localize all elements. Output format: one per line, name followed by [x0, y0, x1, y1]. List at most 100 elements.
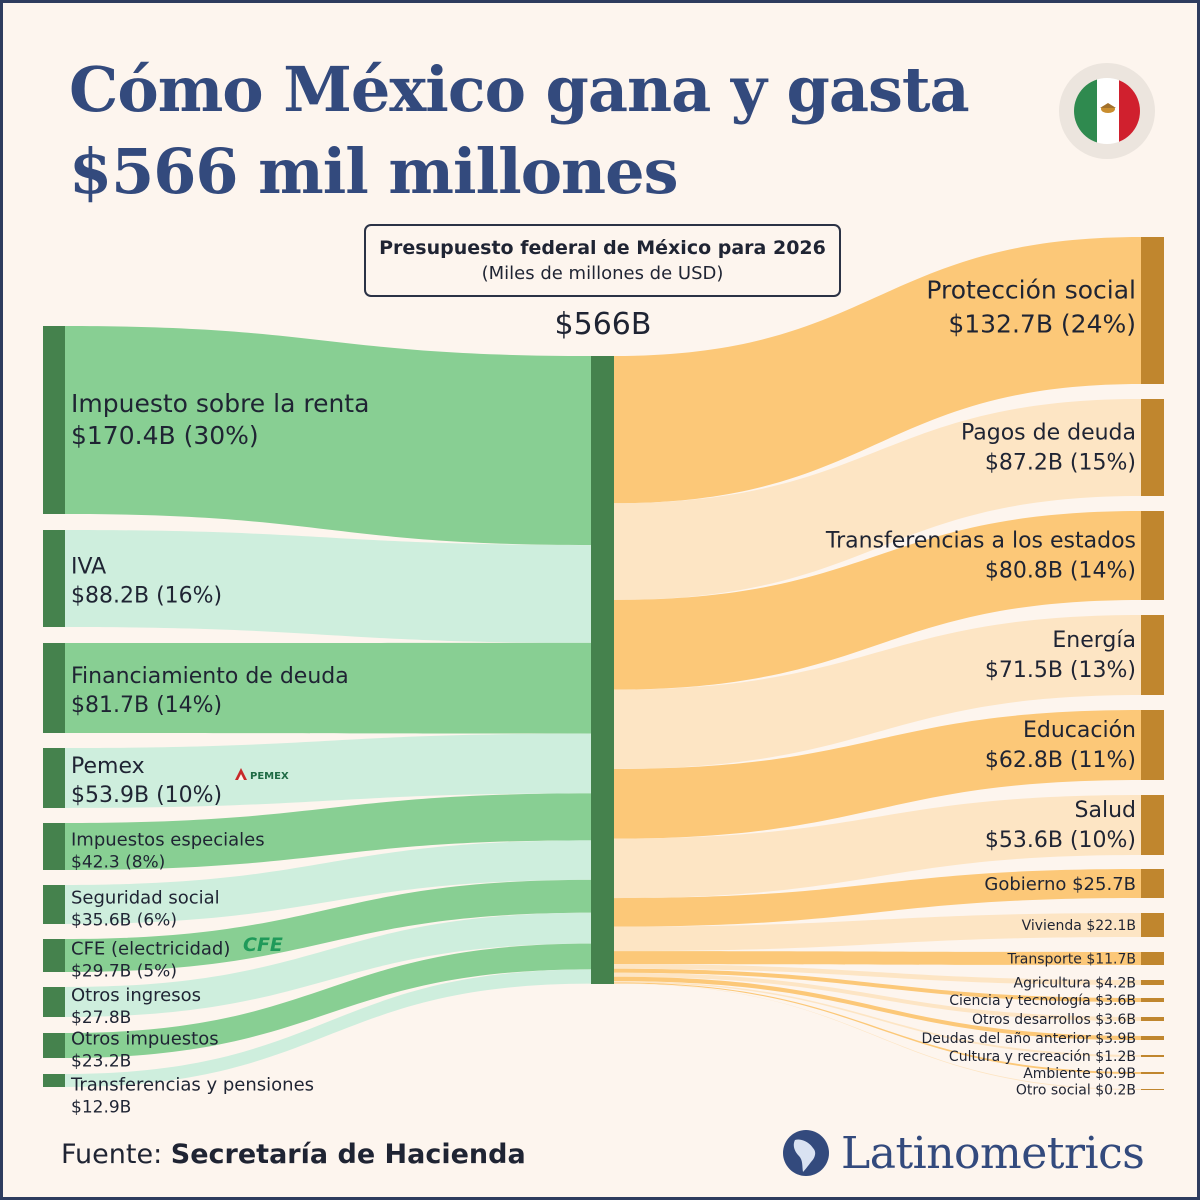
- node-bars: [43, 237, 1164, 1090]
- label-cultura-y-recreacion-name: Cultura y recreación: [949, 1049, 1095, 1065]
- label-agricultura-name: Agricultura: [1014, 976, 1096, 992]
- label-pemex: Pemex: [71, 754, 145, 779]
- bar-seguridad-social: [43, 885, 65, 924]
- label-transporte: Transporte $11.7B: [1007, 952, 1136, 968]
- mexico-flag-icon: [1059, 63, 1155, 159]
- bar-cultura-y-recreacion: [1141, 1055, 1164, 1057]
- bar-transferencias-a-los-estados: [1141, 511, 1164, 600]
- label-agricultura: Agricultura $4.2B: [1014, 976, 1137, 992]
- flow-otros-impuestos: [65, 943, 591, 1058]
- total-label: $566B: [554, 307, 652, 342]
- bar-financiamiento-de-deuda: [43, 643, 65, 733]
- label-otros-impuestos: Otros impuestos: [71, 1029, 219, 1050]
- label-gobierno-name: Gobierno: [984, 874, 1072, 895]
- sankey-chart: Impuesto sobre la renta $170.4B (30%) IVA $…: [43, 237, 1164, 1118]
- label-vivienda-name: Vivienda: [1022, 918, 1087, 934]
- value-cfe-electricidad: $29.7B (5%): [71, 962, 177, 982]
- value-impuesto-sobre-la-renta: $170.4B (30%): [71, 421, 259, 450]
- value-salud: $53.6B (10%): [985, 828, 1136, 853]
- flow-gobierno: [614, 869, 1141, 927]
- value-pagos-de-deuda: $87.2B (15%): [985, 451, 1136, 476]
- value-ciencia-y-tecnologia: $3.6B: [1095, 993, 1136, 1009]
- bar-impuestos-especiales: [43, 823, 65, 870]
- value-agricultura: $4.2B: [1095, 976, 1136, 992]
- brand-name: Latinometrics: [841, 1127, 1145, 1179]
- flow-ciencia-y-tecnologia: [614, 968, 1141, 1002]
- label-otro-social: Otro social $0.2B: [1016, 1083, 1136, 1099]
- flow-ambiente: [614, 982, 1141, 1074]
- cfe-logo-icon: CFE: [243, 934, 283, 956]
- flow-salud: [614, 795, 1141, 899]
- flow-seguridad-social: [65, 840, 591, 924]
- label-impuestos-especiales: Impuestos especiales: [71, 830, 265, 851]
- label-iva: IVA: [71, 555, 106, 580]
- source-name: Secretaría de Hacienda: [170, 1139, 526, 1170]
- title-line-2: $566 mil millones: [69, 135, 678, 208]
- label-financiamiento-de-deuda: Financiamiento de deuda: [71, 664, 349, 689]
- bar-otros-ingresos: [43, 987, 65, 1017]
- value-otros-desarrollos: $3.6B: [1095, 1012, 1136, 1028]
- value-transporte: $11.7B: [1086, 952, 1136, 968]
- label-cfe-electricidad: CFE (electricidad): [71, 939, 230, 960]
- label-seguridad-social: Seguridad social: [71, 888, 220, 909]
- value-deudas-del-ano-anterior: $3.9B: [1095, 1031, 1136, 1047]
- label-otros-desarrollos: Otros desarrollos $3.6B: [972, 1012, 1136, 1028]
- bar-otro-social: [1141, 1089, 1164, 1090]
- label-energia: Energía: [1052, 628, 1136, 653]
- value-transferencias-a-los-estados: $80.8B (14%): [985, 559, 1136, 584]
- label-transferencias-y-pensiones: Transferencias y pensiones: [70, 1075, 314, 1096]
- value-vivienda: $22.1B: [1086, 918, 1136, 934]
- bar-deudas-del-ano-anterior: [1141, 1036, 1164, 1040]
- label-otros-desarrollos-name: Otros desarrollos: [972, 1012, 1095, 1028]
- flow-impuestos-especiales: [65, 793, 591, 870]
- flow-otros-ingresos: [65, 912, 591, 1017]
- label-ambiente: Ambiente $0.9B: [1023, 1066, 1136, 1082]
- label-salud: Salud: [1075, 798, 1136, 823]
- chart-subtitle-box: Presupuesto federal de México para 2026 …: [364, 224, 841, 297]
- label-deudas-del-ano-anterior: Deudas del año anterior $3.9B: [921, 1031, 1136, 1047]
- page-title: Cómo México gana y gasta $566 mil millon…: [69, 49, 970, 213]
- bar-vivienda: [1141, 913, 1164, 937]
- title-line-1: Cómo México gana y gasta: [69, 53, 970, 126]
- pemex-logo-text: PEMEX: [250, 771, 289, 782]
- value-impuestos-especiales: $42.3 (8%): [71, 853, 165, 873]
- bar-total: [591, 356, 614, 984]
- expense-flows: [614, 237, 1141, 1090]
- flow-agricultura: [614, 964, 1141, 985]
- flow-pemex: [65, 733, 591, 808]
- node-labels: Impuesto sobre la renta $170.4B (30%) IVA $…: [70, 276, 1136, 1118]
- source-prefix: Fuente:: [61, 1139, 163, 1170]
- flow-deudas-del-ano-anterior: [614, 976, 1141, 1040]
- flow-otro-social: [614, 983, 1141, 1090]
- flow-impuesto-sobre-la-renta: [65, 326, 591, 546]
- label-ciencia-y-tecnologia-name: Ciencia y tecnología: [949, 993, 1095, 1009]
- label-ambiente-name: Ambiente: [1023, 1066, 1095, 1082]
- bar-agricultura: [1141, 980, 1164, 985]
- label-transporte-name: Transporte: [1007, 952, 1087, 968]
- flow-transferencias-a-los-estados: [614, 511, 1141, 690]
- flow-cultura-y-recreacion: [614, 981, 1141, 1057]
- label-ciencia-y-tecnologia: Ciencia y tecnología $3.6B: [949, 993, 1136, 1009]
- flow-energia: [614, 615, 1141, 769]
- label-proteccion-social: Protección social: [926, 276, 1136, 305]
- brand-logo: Latinometrics: [783, 1123, 1145, 1183]
- bar-iva: [43, 530, 65, 627]
- value-educacion: $62.8B (11%): [985, 748, 1136, 773]
- bar-gobierno: [1141, 869, 1164, 898]
- label-otro-social-name: Otro social: [1016, 1083, 1095, 1099]
- flow-iva: [65, 530, 591, 643]
- value-pemex: $53.9B (10%): [71, 783, 222, 808]
- flow-pagos-de-deuda: [614, 399, 1141, 600]
- flow-cfe-electricidad: [65, 879, 591, 972]
- label-otros-ingresos: Otros ingresos: [71, 985, 201, 1006]
- bar-salud: [1141, 795, 1164, 855]
- bar-pagos-de-deuda: [1141, 399, 1164, 496]
- bar-ciencia-y-tecnologia: [1141, 998, 1164, 1002]
- value-otros-impuestos: $23.2B: [71, 1052, 131, 1072]
- label-educacion: Educación: [1023, 718, 1136, 743]
- bar-proteccion-social: [1141, 237, 1164, 384]
- value-seguridad-social: $35.6B (6%): [71, 911, 177, 931]
- chart-units: (Miles de millones de USD): [481, 263, 724, 284]
- bar-pemex: [43, 748, 65, 808]
- label-impuesto-sobre-la-renta: Impuesto sobre la renta: [71, 389, 369, 418]
